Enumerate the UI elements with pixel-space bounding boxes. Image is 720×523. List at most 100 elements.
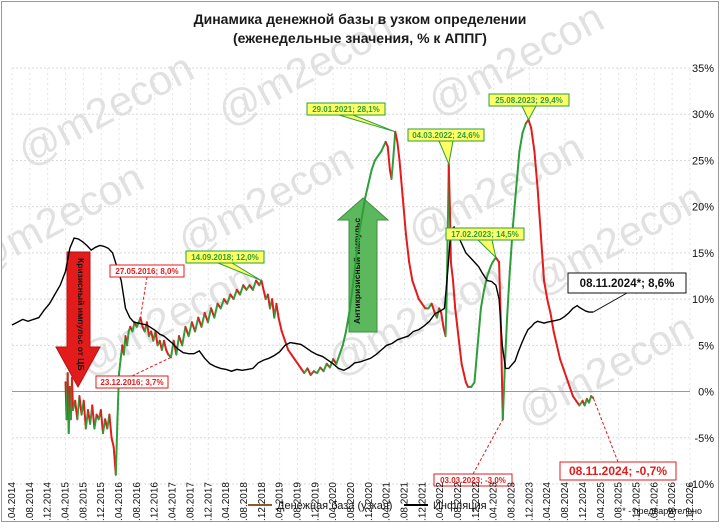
x-tick-label-20: 01.12.2020 bbox=[364, 482, 375, 521]
money-base-segment-94 bbox=[283, 339, 290, 351]
money-base-segment-104 bbox=[316, 366, 322, 375]
annotation-label-2: 25.08.2023; 29,4% bbox=[495, 96, 563, 105]
x-tick-label-29: 01.12.2023 bbox=[524, 482, 535, 521]
money-base-segment-155 bbox=[452, 279, 457, 310]
annotation-label-8: 08.11.2024*; 8,6% bbox=[580, 278, 675, 290]
axis-layer: -10% -5% 0% 5% 10% 15% 20% 25% 30% 35% 01.04.2014 0… bbox=[7, 63, 714, 521]
y-tick-label-1: -5% bbox=[694, 433, 714, 445]
y-tick-label-6: 20% bbox=[692, 202, 714, 214]
annotation-label-4: 14.09.2018; 12,0% bbox=[191, 253, 259, 262]
money-base-segment-138 bbox=[414, 288, 420, 301]
x-tick-label-17: 01.12.2019 bbox=[310, 482, 321, 521]
crisis-impulse-arrow bbox=[55, 251, 101, 389]
money-base-segment-25 bbox=[110, 436, 115, 449]
money-base-segment-184 bbox=[530, 127, 536, 153]
x-tick-label-7: 01.08.2016 bbox=[132, 482, 143, 521]
x-tick-label-11: 01.12.2017 bbox=[203, 482, 214, 521]
money-base-segment-189 bbox=[546, 298, 552, 314]
x-tick-label-3: 01.04.2015 bbox=[61, 482, 72, 521]
x-tick-label-21: 01.04.2021 bbox=[382, 482, 393, 521]
annotation-label-1: 04.03.2022; 24,6% bbox=[412, 131, 480, 140]
money-base-segment-121 bbox=[370, 159, 376, 171]
chart-title: Динамика денежной базы в узком определен… bbox=[194, 11, 527, 27]
money-base-segment-48 bbox=[154, 330, 159, 347]
money-base-segment-192 bbox=[555, 344, 562, 361]
x-tick-label-34: 01.08.2025 bbox=[614, 482, 625, 521]
money-base-segment-57 bbox=[175, 335, 180, 356]
money-base-segment-159 bbox=[460, 362, 465, 375]
legend: Денежная база (узкая) Инфляция bbox=[248, 500, 487, 512]
annotation-pointer-2 bbox=[521, 105, 537, 121]
money-base-segment-114 bbox=[348, 288, 354, 314]
money-base-segment-156 bbox=[454, 307, 459, 328]
annotation-leader-8 bbox=[593, 292, 628, 313]
money-base-segment-175 bbox=[503, 316, 509, 365]
money-base-segment-115 bbox=[351, 261, 357, 291]
x-tick-label-5: 01.12.2015 bbox=[96, 482, 107, 521]
money-base-segment-117 bbox=[357, 214, 364, 236]
money-base-segment-190 bbox=[549, 311, 555, 333]
annotation-box-1 bbox=[407, 128, 485, 142]
annotation-label-7: 03.03.2023; -3,0% bbox=[440, 476, 506, 485]
y-tick-label-4: 10% bbox=[692, 294, 714, 306]
money-base-segment-180 bbox=[518, 131, 524, 153]
money-base-segment-24 bbox=[108, 413, 113, 439]
money-base-segment-179 bbox=[515, 150, 521, 190]
money-base-segment-59 bbox=[181, 325, 187, 347]
y-tick-label-2: 0% bbox=[698, 387, 714, 399]
money-base-segment-152 bbox=[447, 163, 451, 208]
money-base-segment-134 bbox=[401, 196, 407, 236]
money-base-segment-29 bbox=[118, 358, 122, 375]
money-base-segment-132 bbox=[396, 140, 401, 162]
x-tick-label-18: 01.04.2020 bbox=[328, 482, 339, 521]
money-base-segment-193 bbox=[559, 358, 565, 370]
money-base-segment-71 bbox=[219, 298, 225, 310]
x-tick-label-9: 01.04.2017 bbox=[168, 482, 179, 521]
money-base-segment-75 bbox=[232, 288, 238, 301]
money-base-segment-183 bbox=[527, 118, 533, 130]
y-tick-label-5: 15% bbox=[692, 248, 714, 260]
money-base-segment-27 bbox=[114, 418, 119, 476]
x-tick-label-6: 01.04.2016 bbox=[114, 482, 125, 521]
money-base-segment-119 bbox=[364, 182, 370, 199]
x-tick-label-16: 01.08.2019 bbox=[292, 482, 303, 521]
x-tick-label-2: 01.12.2014 bbox=[43, 482, 54, 521]
annotation-leader-6 bbox=[131, 356, 172, 377]
money-base-segment-176 bbox=[506, 270, 511, 319]
x-tick-label-8: 01.12.2016 bbox=[150, 482, 161, 521]
x-tick-label-23: 01.12.2021 bbox=[417, 482, 428, 521]
money-base-segment-131 bbox=[394, 130, 399, 143]
annotation-box-2 bbox=[488, 93, 570, 107]
money-base-segment-204 bbox=[590, 395, 595, 400]
chart-subtitle: (еженедельные значения, % к АППГ) bbox=[233, 30, 487, 46]
money-base-segment-77 bbox=[239, 284, 245, 296]
x-tick-label-13: 01.08.2018 bbox=[239, 482, 250, 521]
y-tick-label-7: 25% bbox=[692, 155, 714, 167]
x-tick-label-10: 01.08.2017 bbox=[185, 482, 196, 521]
y-tick-label-9: 35% bbox=[692, 63, 714, 75]
x-tick-label-37: 01.08.2026 bbox=[667, 482, 678, 521]
annotation-layer: 29.01.2021; 28,1% 04.03.2022; 24,6% 25.08.… bbox=[95, 93, 687, 487]
money-base-segment-101 bbox=[306, 367, 312, 376]
x-tick-label-22: 01.08.2021 bbox=[400, 482, 411, 521]
y-tick-label-8: 30% bbox=[692, 109, 714, 121]
crisis-impulse-label: Кризисный импульс от ЦБ bbox=[76, 258, 86, 371]
money-base-segment-168 bbox=[486, 265, 492, 277]
x-tick-label-35: 01.12.2025 bbox=[631, 482, 642, 521]
money-base-segment-165 bbox=[476, 307, 482, 347]
money-base-segment-174 bbox=[501, 362, 506, 421]
money-base-segment-41 bbox=[139, 316, 144, 328]
money-base-segment-17 bbox=[93, 413, 98, 430]
money-base-segment-106 bbox=[322, 362, 328, 373]
money-base-segment-149 bbox=[444, 298, 448, 338]
annotation-box-6 bbox=[95, 375, 169, 389]
money-base-segment-186 bbox=[536, 187, 542, 236]
money-base-segment-63 bbox=[194, 316, 200, 333]
money-base-segment-118 bbox=[361, 196, 367, 217]
annotation-box-7 bbox=[433, 473, 513, 487]
money-base-segment-135 bbox=[404, 233, 411, 264]
money-base-segment-113 bbox=[344, 311, 351, 333]
money-base-segment-195 bbox=[565, 376, 571, 388]
annotation-leader-5 bbox=[139, 276, 148, 318]
